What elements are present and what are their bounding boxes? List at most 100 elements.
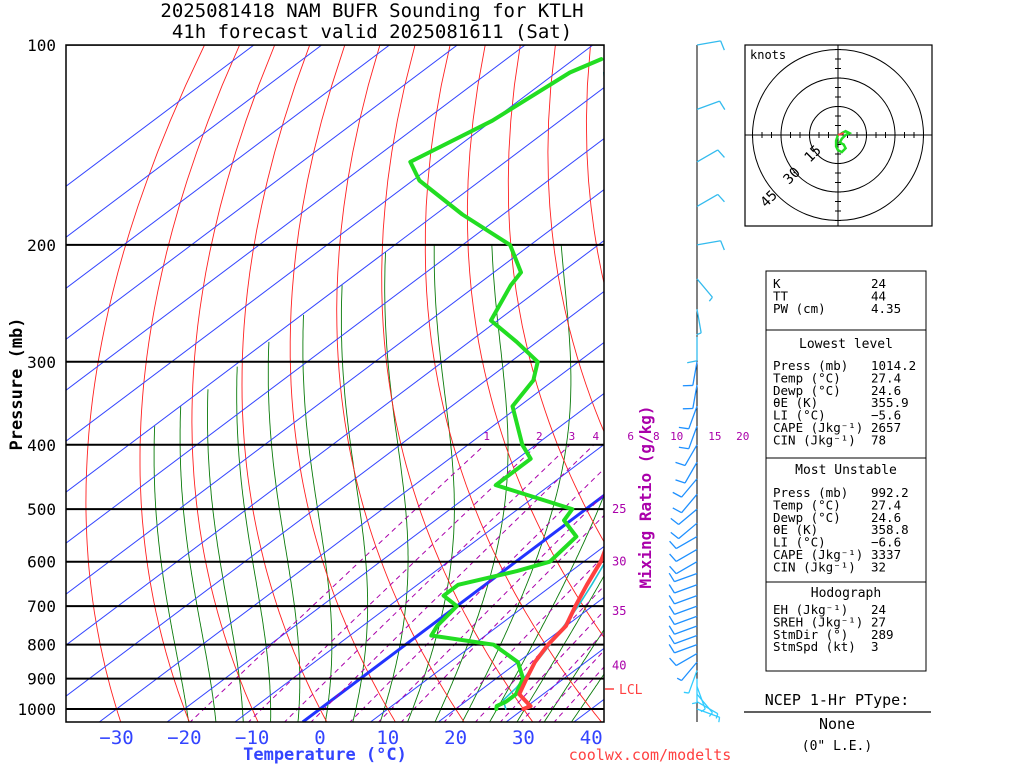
hodograph-index-value: 289 xyxy=(871,627,894,642)
wind-barb-staff xyxy=(675,548,698,562)
isotherm-line xyxy=(66,137,604,544)
y-axis-label: Pressure (mb) xyxy=(7,317,27,450)
hodograph-index-label: StmSpd (kt) xyxy=(773,639,856,654)
isotherm-line xyxy=(438,596,604,722)
mixing-ratio-line xyxy=(189,444,486,722)
mu-index-value: 32 xyxy=(871,559,886,574)
wind-barb xyxy=(696,701,719,719)
pressure-tick-labels: 100 200 300 400 500 600 700 800 900 1000 xyxy=(17,36,56,719)
pressure-tick-label: 600 xyxy=(27,553,56,572)
wind-barb-feather xyxy=(678,426,689,430)
hodograph-trace xyxy=(834,129,853,154)
moist-adiabat-line xyxy=(461,244,572,722)
wind-barb xyxy=(683,670,698,694)
wind-barb xyxy=(678,406,698,430)
moist-adiabat-line xyxy=(236,366,272,722)
mu-index-label: LI (°C) xyxy=(773,535,826,550)
wind-barb-staff xyxy=(674,584,698,594)
mu-index-label: CAPE (Jkg⁻¹) xyxy=(773,547,863,562)
dry-adiabat-line xyxy=(941,45,1024,726)
lowest-index-label: LI (°C) xyxy=(773,408,826,423)
wind-barb-staff xyxy=(674,644,698,654)
wind-barb-feather xyxy=(668,572,676,583)
mu-index-label: Temp (°C) xyxy=(773,497,841,512)
wind-barb-staff xyxy=(688,406,698,430)
wind-barb xyxy=(696,100,726,110)
wind-barb-staff xyxy=(696,40,721,46)
mixing-ratio-tick-label: 8 xyxy=(653,430,660,443)
mixing-ratio-tick-label: 40 xyxy=(612,659,626,673)
temperature-tick-label: −20 xyxy=(167,727,201,749)
wind-barb-feather xyxy=(696,332,702,336)
pressure-tick-label: 100 xyxy=(27,36,56,55)
wind-barb xyxy=(669,536,698,550)
parcel-trace xyxy=(502,71,604,710)
wind-barb-feather xyxy=(668,605,676,615)
isotherm-line xyxy=(66,45,323,238)
mu-index-value: 358.8 xyxy=(871,522,909,537)
pressure-tick-label: 500 xyxy=(27,500,56,519)
temperature-tick-label: −10 xyxy=(235,727,269,749)
wind-barb-feather xyxy=(669,553,677,562)
wind-barb-feather xyxy=(691,701,698,705)
dry-adiabat-line xyxy=(139,45,241,722)
hodograph-index-value: 24 xyxy=(871,602,886,617)
dry-adiabat-line xyxy=(507,45,604,543)
mixing-ratio-tick-label: 30 xyxy=(612,555,626,569)
wind-barb xyxy=(670,522,698,540)
wind-barb xyxy=(696,193,725,207)
lowest-index-value: 24.6 xyxy=(871,383,901,398)
mu-index-value: −6.6 xyxy=(871,535,901,550)
wind-barb-staff xyxy=(696,701,719,715)
wind-barb-staff xyxy=(674,595,698,605)
wind-barb xyxy=(696,708,721,723)
wind-barb xyxy=(669,561,698,575)
wind-barb-feather xyxy=(672,507,682,514)
mu-index-value: 3337 xyxy=(871,547,901,562)
lowest-index-value: −5.6 xyxy=(871,408,901,423)
wind-barb-feather xyxy=(668,615,676,625)
moist-adiabat-line xyxy=(207,389,244,722)
lowest-index-value: 27.4 xyxy=(871,370,901,385)
hodograph-index-value: 27 xyxy=(871,614,886,629)
wind-barb xyxy=(668,644,698,654)
temperature-tick-label: −30 xyxy=(99,727,133,749)
general-index-value: 44 xyxy=(871,288,886,303)
moist-adiabat-line xyxy=(179,406,217,722)
pressure-tick-label: 400 xyxy=(27,436,56,455)
hodograph-index-label: EH (Jkg⁻¹) xyxy=(773,602,848,617)
dry-adiabat-line xyxy=(381,45,534,722)
wind-barb xyxy=(696,686,706,713)
wind-barb-feather xyxy=(668,644,676,654)
wind-barb-staff xyxy=(674,634,698,645)
wind-barb-staff xyxy=(674,605,698,615)
mu-index-value: 27.4 xyxy=(871,497,901,512)
mixing-ratio-line xyxy=(283,444,571,722)
wind-barb-feather xyxy=(669,540,677,550)
wind-barb xyxy=(668,584,698,594)
wind-barb-feather xyxy=(700,708,706,713)
dry-adiabat-line xyxy=(977,45,1024,726)
isotherm-line xyxy=(166,392,604,722)
wind-barb xyxy=(672,478,698,498)
dry-adiabat-line xyxy=(466,45,604,639)
wind-barb-feather xyxy=(669,657,677,666)
wind-barb xyxy=(668,634,698,645)
wind-barb-staff xyxy=(675,652,698,667)
sounding-traces xyxy=(408,57,604,711)
wind-barb xyxy=(696,240,725,251)
dewpoint-trace xyxy=(408,57,604,711)
wind-barb xyxy=(678,425,698,450)
dry-adiabat-line xyxy=(1012,45,1024,726)
wind-barb-feather xyxy=(708,296,713,302)
pressure-tick-label: 1000 xyxy=(17,700,56,719)
dry-adiabat-line xyxy=(191,45,276,722)
mixing-ratio-line xyxy=(474,585,604,722)
general-index-label: K xyxy=(773,276,781,291)
wind-barb-staff xyxy=(681,478,698,498)
wind-barb xyxy=(668,595,698,605)
dry-adiabat-line xyxy=(547,45,604,433)
mixing-ratio-tick-labels: 1 2 3 4 6 8 10 15 20 25 30 35 40 xyxy=(483,430,749,673)
general-index-value: 4.35 xyxy=(871,301,901,316)
indices-table: K 24 TT 44 PW (cm) 4.35 Lowest level Press (mb)… xyxy=(765,270,927,672)
